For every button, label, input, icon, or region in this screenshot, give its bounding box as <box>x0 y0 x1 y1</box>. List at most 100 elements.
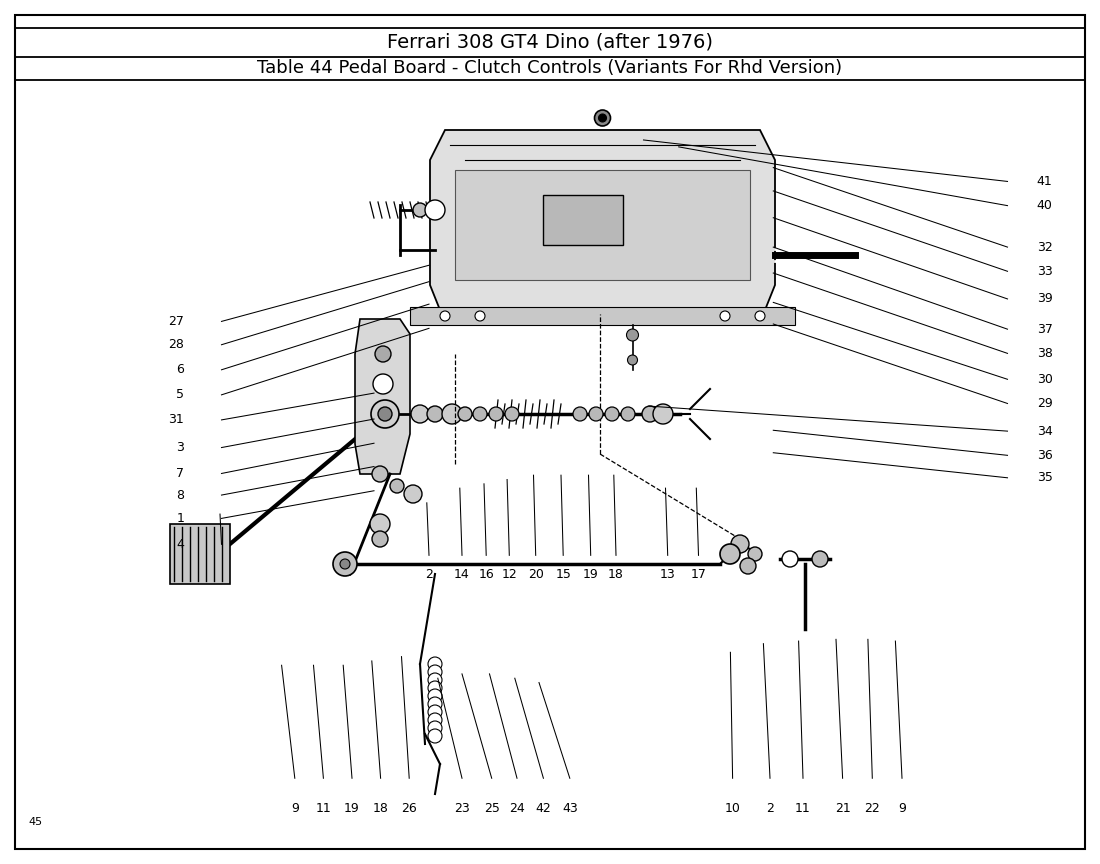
Circle shape <box>740 558 756 574</box>
Circle shape <box>458 407 472 421</box>
Text: 18: 18 <box>608 569 624 581</box>
Text: 21: 21 <box>835 802 850 815</box>
Text: 20: 20 <box>528 569 543 581</box>
Circle shape <box>428 729 442 743</box>
Circle shape <box>390 479 404 493</box>
Circle shape <box>588 407 603 421</box>
Text: 2: 2 <box>766 802 774 815</box>
Text: 25: 25 <box>484 802 499 815</box>
Circle shape <box>442 404 462 424</box>
Bar <box>455 170 750 280</box>
Text: 13: 13 <box>660 569 675 581</box>
Text: 19: 19 <box>344 802 360 815</box>
Circle shape <box>428 713 442 727</box>
Circle shape <box>475 311 485 321</box>
Circle shape <box>573 407 587 421</box>
Circle shape <box>333 552 358 576</box>
Text: 8: 8 <box>176 488 184 502</box>
Polygon shape <box>355 319 410 474</box>
Circle shape <box>372 466 388 482</box>
Text: 16: 16 <box>478 569 494 581</box>
Text: 7: 7 <box>176 467 184 480</box>
Polygon shape <box>170 524 230 584</box>
Text: 4: 4 <box>176 537 184 551</box>
Circle shape <box>428 697 442 711</box>
Circle shape <box>378 407 392 421</box>
Text: 31: 31 <box>168 413 184 427</box>
Circle shape <box>627 329 638 341</box>
Text: 2: 2 <box>425 569 433 581</box>
Text: 38: 38 <box>1037 346 1053 360</box>
Bar <box>410 307 795 325</box>
Circle shape <box>594 110 610 126</box>
Text: 6: 6 <box>176 363 184 377</box>
Text: 37: 37 <box>1037 322 1053 336</box>
Text: 15: 15 <box>556 569 571 581</box>
Circle shape <box>372 531 388 547</box>
Text: 43: 43 <box>562 802 578 815</box>
Text: 26: 26 <box>402 802 417 815</box>
Circle shape <box>782 551 797 567</box>
Polygon shape <box>430 130 776 310</box>
Circle shape <box>411 405 429 423</box>
Circle shape <box>371 400 399 428</box>
Text: 14: 14 <box>454 569 470 581</box>
Circle shape <box>621 407 635 421</box>
Text: 23: 23 <box>454 802 470 815</box>
Text: 11: 11 <box>795 802 811 815</box>
Circle shape <box>440 311 450 321</box>
Text: 1: 1 <box>176 511 184 525</box>
Text: 32: 32 <box>1037 240 1053 254</box>
Circle shape <box>720 311 730 321</box>
Circle shape <box>428 657 442 671</box>
Circle shape <box>653 404 673 424</box>
Circle shape <box>370 514 390 534</box>
Circle shape <box>812 551 828 567</box>
Circle shape <box>642 406 658 422</box>
Circle shape <box>598 114 606 122</box>
Text: 28: 28 <box>168 338 184 352</box>
Text: 45: 45 <box>28 817 42 827</box>
Text: 12: 12 <box>502 569 517 581</box>
Text: 17: 17 <box>691 569 706 581</box>
Circle shape <box>428 721 442 735</box>
Text: Table 44 Pedal Board - Clutch Controls (Variants For Rhd Version): Table 44 Pedal Board - Clutch Controls (… <box>257 59 843 77</box>
Text: 22: 22 <box>865 802 880 815</box>
Circle shape <box>428 689 442 703</box>
Text: 33: 33 <box>1037 264 1053 278</box>
Text: 34: 34 <box>1037 424 1053 438</box>
Circle shape <box>473 407 487 421</box>
Text: 35: 35 <box>1037 471 1053 485</box>
Text: 24: 24 <box>509 802 525 815</box>
Circle shape <box>428 705 442 719</box>
Text: 19: 19 <box>583 569 598 581</box>
Circle shape <box>490 407 503 421</box>
Circle shape <box>755 311 764 321</box>
Circle shape <box>412 203 427 217</box>
Circle shape <box>605 407 619 421</box>
Text: 29: 29 <box>1037 397 1053 410</box>
Text: 18: 18 <box>373 802 388 815</box>
Text: 9: 9 <box>290 802 299 815</box>
Circle shape <box>627 355 638 365</box>
Bar <box>542 195 623 245</box>
Circle shape <box>428 681 442 695</box>
Text: 39: 39 <box>1037 292 1053 306</box>
Text: 36: 36 <box>1037 448 1053 462</box>
Circle shape <box>404 485 422 503</box>
Text: 27: 27 <box>168 314 184 328</box>
Circle shape <box>505 407 519 421</box>
Circle shape <box>340 559 350 569</box>
Circle shape <box>428 665 442 679</box>
Text: 9: 9 <box>898 802 906 815</box>
Text: Ferrari 308 GT4 Dino (after 1976): Ferrari 308 GT4 Dino (after 1976) <box>387 33 713 52</box>
Text: 40: 40 <box>1037 199 1053 213</box>
Circle shape <box>720 544 740 564</box>
Text: 5: 5 <box>176 388 184 402</box>
Text: 42: 42 <box>536 802 551 815</box>
Circle shape <box>373 374 393 394</box>
Text: 11: 11 <box>316 802 331 815</box>
Circle shape <box>375 346 390 362</box>
Text: 10: 10 <box>725 802 740 815</box>
Text: 30: 30 <box>1037 372 1053 386</box>
